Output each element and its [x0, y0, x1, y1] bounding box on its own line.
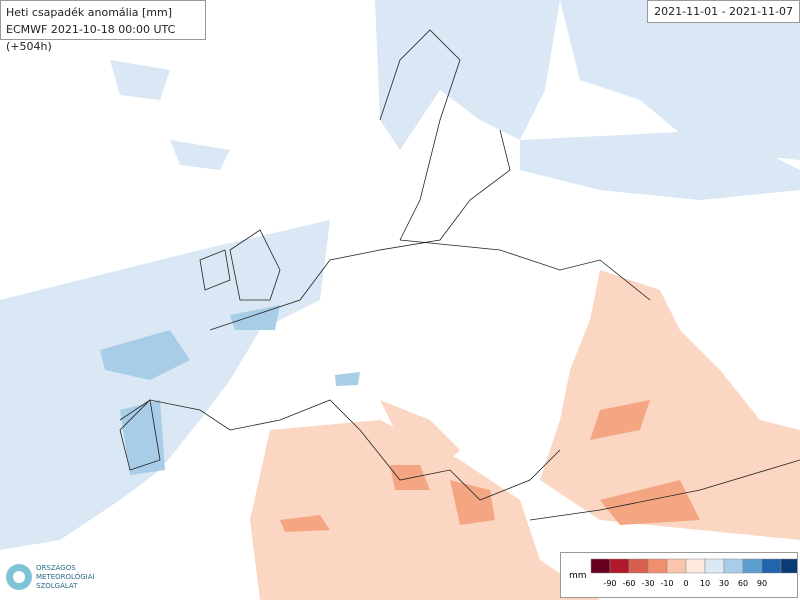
- title: Heti csapadék anomália [mm]: [6, 6, 173, 19]
- logo-line: SZOLGÁLAT: [36, 582, 78, 590]
- wet-anomaly: [0, 0, 800, 550]
- legend-swatch: [780, 558, 797, 574]
- legend-swatch: [685, 558, 706, 574]
- legend-unit: mm: [569, 571, 587, 581]
- legend-swatch: [628, 558, 649, 574]
- legend-swatch: [590, 558, 611, 574]
- dry-anomaly: [250, 270, 800, 600]
- header: Heti csapadék anomália [mm] ECMWF 2021-1…: [0, 0, 206, 53]
- legend: mm -90 -60 -30 -10 0 10 30 60 90: [560, 552, 798, 598]
- subtitle: ECMWF 2021-10-18 00:00 UTC (+504h): [6, 23, 176, 53]
- legend-swatch: [609, 558, 630, 574]
- period: 2021-11-01 - 2021-11-07: [647, 0, 800, 23]
- legend-swatch: [704, 558, 725, 574]
- legend-swatch: [647, 558, 668, 574]
- legend-tick: -90: [603, 579, 616, 588]
- legend-swatch: [666, 558, 687, 574]
- logo-text: ORSZÁGOS METEOROLÓGIAI SZOLGÁLAT: [36, 564, 95, 591]
- legend-swatch: [761, 558, 782, 574]
- logo: ORSZÁGOS METEOROLÓGIAI SZOLGÁLAT: [4, 560, 104, 596]
- legend-tick: 30: [719, 579, 729, 588]
- legend-scale: mm -90 -60 -30 -10 0 10 30 60 90: [569, 558, 797, 588]
- logo-icon: [6, 564, 32, 590]
- legend-tick: 10: [700, 579, 710, 588]
- legend-swatch: [723, 558, 744, 574]
- legend-tick: 90: [757, 579, 767, 588]
- legend-tick: -60: [622, 579, 635, 588]
- logo-line: METEOROLÓGIAI: [36, 573, 95, 581]
- logo-line: ORSZÁGOS: [36, 564, 76, 572]
- legend-tick: -10: [660, 579, 673, 588]
- legend-tick: 60: [738, 579, 748, 588]
- legend-tick: 0: [683, 579, 688, 588]
- dry-anomaly-strong: [280, 400, 700, 532]
- legend-tick: -30: [641, 579, 654, 588]
- coastlines: [119, 29, 800, 521]
- legend-swatch: [742, 558, 763, 574]
